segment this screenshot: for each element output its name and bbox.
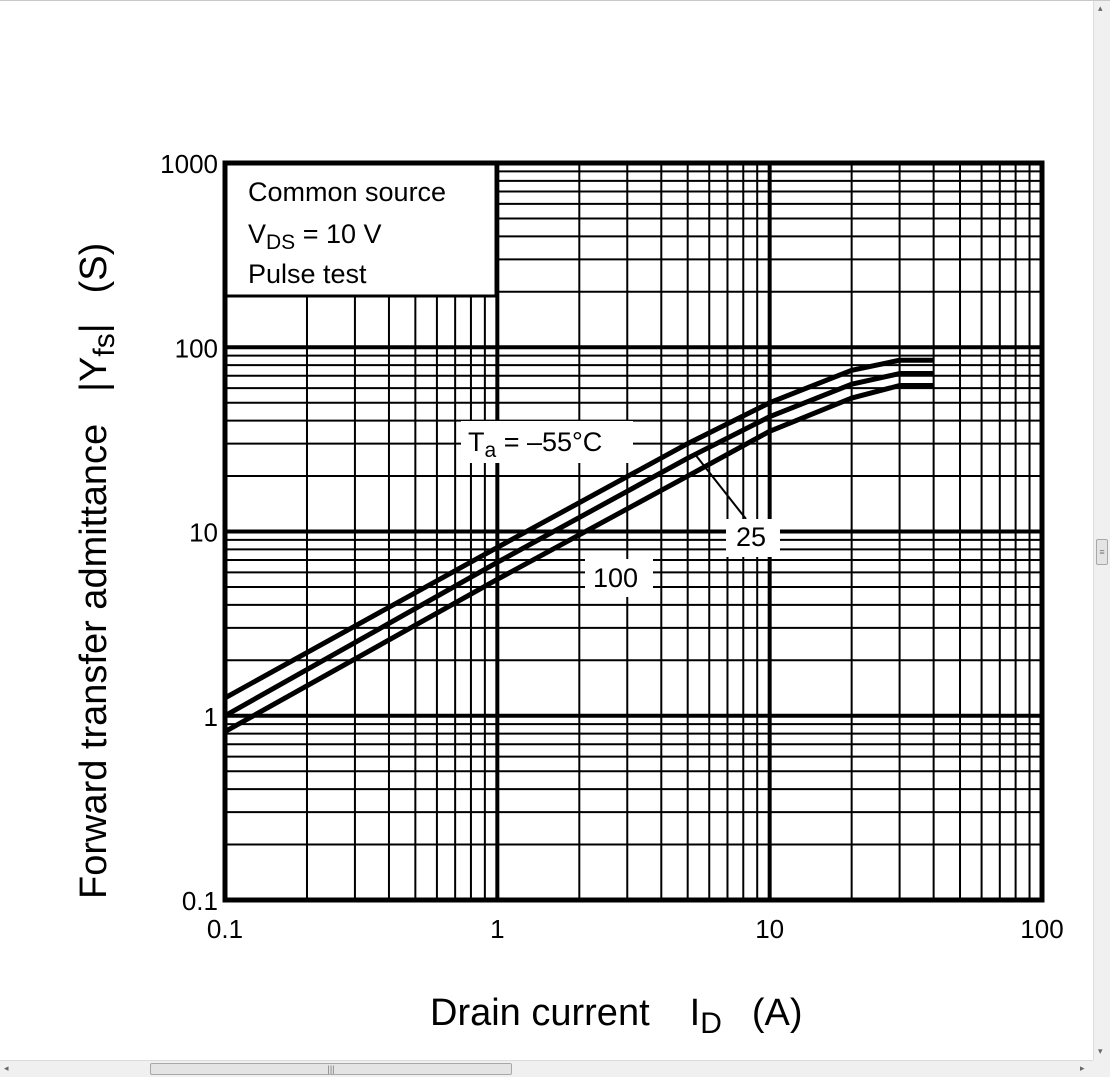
ta-label: Ta = –55°C	[468, 427, 602, 462]
scroll-up-arrow-icon[interactable]: ▴	[1098, 3, 1103, 13]
vds-symbol: V	[248, 219, 266, 249]
transfer-admittance-chart: Common source VDS = 10 V Pulse test Ta =…	[73, 149, 1064, 1040]
series-line--55	[223, 357, 934, 701]
horizontal-scrollbar[interactable]: ◂ ||| ▸	[0, 1060, 1093, 1077]
y-axis-symbol: |Y	[73, 357, 115, 392]
label-100: 100	[593, 563, 638, 593]
scrollbar-corner	[1093, 1060, 1110, 1077]
y-tick-label: 1000	[160, 149, 218, 179]
x-tick-labels: 0.1 1 10 100	[207, 914, 1064, 944]
ta-symbol: T	[468, 427, 485, 457]
y-axis-subscript: fs	[88, 333, 121, 356]
x-tick-label: 1	[490, 914, 504, 944]
x-tick-label: 0.1	[207, 914, 243, 944]
series-line-25	[223, 371, 934, 718]
conditions-box	[223, 161, 498, 298]
y-axis-unit: (S)	[73, 243, 115, 294]
label-25-bg	[726, 519, 780, 557]
y-axis-symbol-end: |	[73, 323, 115, 333]
x-axis-label: Drain current	[430, 992, 650, 1034]
label-25-leader	[693, 452, 747, 520]
x-tick-label: 100	[1020, 914, 1063, 944]
y-tick-label: 10	[189, 518, 218, 548]
scroll-left-arrow-icon[interactable]: ◂	[4, 1063, 9, 1073]
horizontal-scroll-thumb[interactable]: |||	[150, 1063, 512, 1075]
conditions-line-3: Pulse test	[248, 259, 367, 289]
series-line-100	[223, 383, 934, 734]
x-axis-title: Drain current ID (A)	[430, 992, 803, 1040]
y-tick-label: 100	[175, 333, 218, 363]
y-tick-labels: 0.1 1 10 100 1000	[160, 149, 218, 916]
vertical-scroll-thumb[interactable]: ≡	[1096, 539, 1108, 565]
y-axis-title: Forward transfer admittance |Yfs| (S)	[73, 243, 121, 899]
vertical-scrollbar[interactable]: ▴ ≡ ▾	[1093, 1, 1110, 1060]
plot-frame	[222, 160, 1045, 903]
conditions-line-2: VDS = 10 V	[248, 219, 382, 254]
x-tick-label: 10	[755, 914, 784, 944]
vds-subscript: DS	[266, 231, 295, 254]
x-axis-subscript: D	[700, 1007, 722, 1040]
scroll-down-arrow-icon[interactable]: ▾	[1098, 1046, 1103, 1056]
conditions-line-1: Common source	[248, 177, 446, 207]
vds-value: = 10 V	[295, 219, 381, 249]
y-axis-label: Forward transfer admittance	[73, 424, 115, 899]
label-25: 25	[736, 522, 766, 552]
scroll-right-arrow-icon[interactable]: ▸	[1080, 1063, 1085, 1073]
ta-subscript: a	[485, 439, 497, 462]
label-100-bg	[585, 559, 653, 597]
x-axis-unit: (A)	[752, 992, 803, 1034]
y-tick-label: 0.1	[182, 886, 218, 916]
y-tick-label: 1	[204, 702, 218, 732]
ta-value: = –55°C	[496, 427, 602, 457]
x-axis-symbol: I	[690, 992, 701, 1034]
ta-label-bg	[461, 421, 633, 463]
series-group	[223, 357, 934, 734]
